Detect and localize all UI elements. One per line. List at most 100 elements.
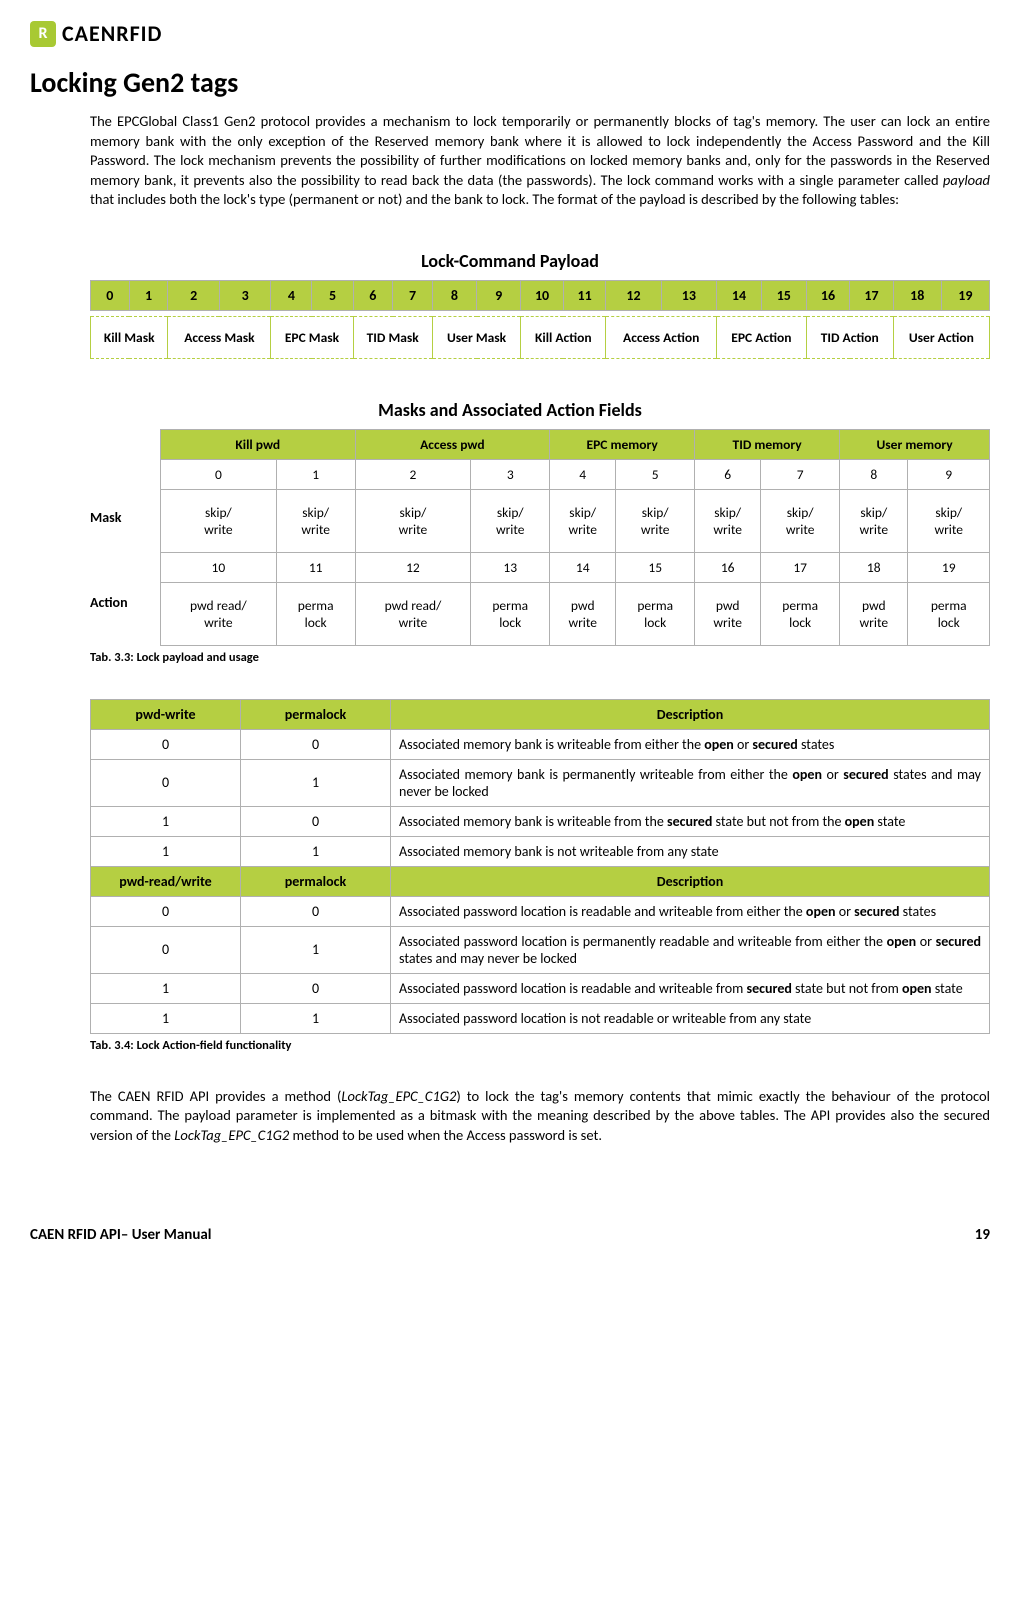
payload-label: Access Action	[606, 316, 717, 358]
payload-table: 0 1 2 3 4 5 6 7 8 9 10 11 12 13 14 15 16…	[90, 280, 990, 359]
table-row: 1 0 Associated memory bank is writeable …	[91, 806, 990, 836]
bit-cell: 0	[91, 280, 130, 310]
intro-text-1: The EPCGlobal Class1 Gen2 protocol provi…	[90, 112, 990, 189]
bit-cell: 19	[941, 280, 989, 310]
brand-logo: R CAENRFID	[30, 20, 990, 47]
cell: 7	[761, 459, 840, 489]
cell: 1	[91, 1003, 241, 1033]
table-row: 0 1 Associated memory bank is permanentl…	[91, 759, 990, 806]
cell: Associated password location is not read…	[391, 1003, 990, 1033]
payload-label: EPC Action	[717, 316, 807, 358]
cell: 8	[840, 459, 908, 489]
cell: 1	[241, 926, 391, 973]
bit-cell: 9	[477, 280, 521, 310]
outro-t1: The CAEN RFID API provides a method (	[90, 1087, 341, 1105]
cell: 0	[91, 896, 241, 926]
cell: 0	[241, 973, 391, 1003]
bit-cell: 3	[219, 280, 271, 310]
cell: Associated password location is readable…	[391, 973, 990, 1003]
cell: 12	[355, 552, 471, 582]
masks-title: Masks and Associated Action Fields	[30, 399, 990, 421]
outro-t3: method to be used when the Access passwo…	[289, 1126, 602, 1144]
bit-cell: 6	[353, 280, 393, 310]
cell: 0	[241, 806, 391, 836]
desc-header: Description	[391, 866, 990, 896]
cell: 1	[241, 1003, 391, 1033]
masks-header: TID memory	[695, 429, 840, 459]
cell: 14	[550, 552, 616, 582]
bit-cell: 12	[606, 280, 661, 310]
table-row: 1 0 Associated password location is read…	[91, 973, 990, 1003]
payload-label: User Action	[893, 316, 989, 358]
bit-cell: 7	[393, 280, 433, 310]
bit-cell: 16	[806, 280, 850, 310]
cell: 1	[241, 836, 391, 866]
payload-labels-row: Kill Mask Access Mask EPC Mask TID Mask …	[91, 316, 990, 358]
cell: 11	[276, 552, 355, 582]
action-row: pwd read/write permalock pwd read/write …	[161, 582, 990, 645]
cell: skip/write	[695, 489, 761, 552]
cell: skip/write	[161, 489, 277, 552]
mask-side-label: Mask	[90, 477, 152, 557]
cell: 18	[840, 552, 908, 582]
cell: 19	[908, 552, 990, 582]
cell: Associated password location is readable…	[391, 896, 990, 926]
action-side-label: Action	[90, 563, 152, 643]
cell: 0	[91, 926, 241, 973]
masks-table: Kill pwd Access pwd EPC memory TID memor…	[160, 429, 990, 646]
cell: 6	[695, 459, 761, 489]
table-row: 1 1 Associated password location is not …	[91, 1003, 990, 1033]
footer-page-number: 19	[975, 1226, 990, 1244]
bit-cell: 15	[761, 280, 806, 310]
cell: 0	[161, 459, 277, 489]
cell: permalock	[761, 582, 840, 645]
payload-title: Lock-Command Payload	[30, 250, 990, 272]
mask-row: skip/write skip/write skip/write skip/wr…	[161, 489, 990, 552]
desc-header: Description	[391, 699, 990, 729]
cell: 1	[91, 806, 241, 836]
payload-bits-row: 0 1 2 3 4 5 6 7 8 9 10 11 12 13 14 15 16…	[91, 280, 990, 310]
cell: permalock	[908, 582, 990, 645]
desc-header: pwd-write	[91, 699, 241, 729]
table-row: 0 0 Associated memory bank is writeable …	[91, 729, 990, 759]
page-footer: CAEN RFID API– User Manual 19	[30, 1226, 990, 1244]
cell: skip/write	[616, 489, 695, 552]
masks-side-labels: Mask Action	[90, 429, 160, 646]
bit-cell: 1	[129, 280, 168, 310]
cell: 0	[241, 896, 391, 926]
cell: skip/write	[276, 489, 355, 552]
cell: Associated password location is permanen…	[391, 926, 990, 973]
cell: Associated memory bank is writeable from…	[391, 806, 990, 836]
cell: 0	[91, 729, 241, 759]
desc-header: permalock	[241, 866, 391, 896]
masks-header: EPC memory	[550, 429, 695, 459]
outro-method-1: LockTag_EPC_C1G2	[341, 1087, 456, 1105]
payload-label: Kill Action	[521, 316, 606, 358]
cell: 3	[471, 459, 550, 489]
table-row: 0 0 Associated password location is read…	[91, 896, 990, 926]
payload-label: TID Action	[806, 316, 893, 358]
cell: 1	[241, 759, 391, 806]
cell: permalock	[616, 582, 695, 645]
cell: 1	[91, 973, 241, 1003]
desc-header: pwd-read/write	[91, 866, 241, 896]
cell: 9	[908, 459, 990, 489]
caption-3-4: Tab. 3.4: Lock Action-field functionalit…	[90, 1038, 990, 1053]
cell: skip/write	[908, 489, 990, 552]
mask-bits-top: 0 1 2 3 4 5 6 7 8 9	[161, 459, 990, 489]
mask-bits-bot: 10 11 12 13 14 15 16 17 18 19	[161, 552, 990, 582]
page-title: Locking Gen2 tags	[30, 65, 990, 100]
bit-cell: 14	[717, 280, 762, 310]
cell: Associated memory bank is writeable from…	[391, 729, 990, 759]
desc-header: permalock	[241, 699, 391, 729]
cell: 4	[550, 459, 616, 489]
cell: skip/write	[355, 489, 471, 552]
cell: Associated memory bank is not writeable …	[391, 836, 990, 866]
cell: 1	[276, 459, 355, 489]
payload-label: Access Mask	[168, 316, 271, 358]
cell: pwd read/write	[355, 582, 471, 645]
caption-3-3: Tab. 3.3: Lock payload and usage	[90, 650, 990, 665]
description-table: pwd-write permalock Description 0 0 Asso…	[90, 699, 990, 1034]
cell: 16	[695, 552, 761, 582]
bit-cell: 4	[271, 280, 312, 310]
